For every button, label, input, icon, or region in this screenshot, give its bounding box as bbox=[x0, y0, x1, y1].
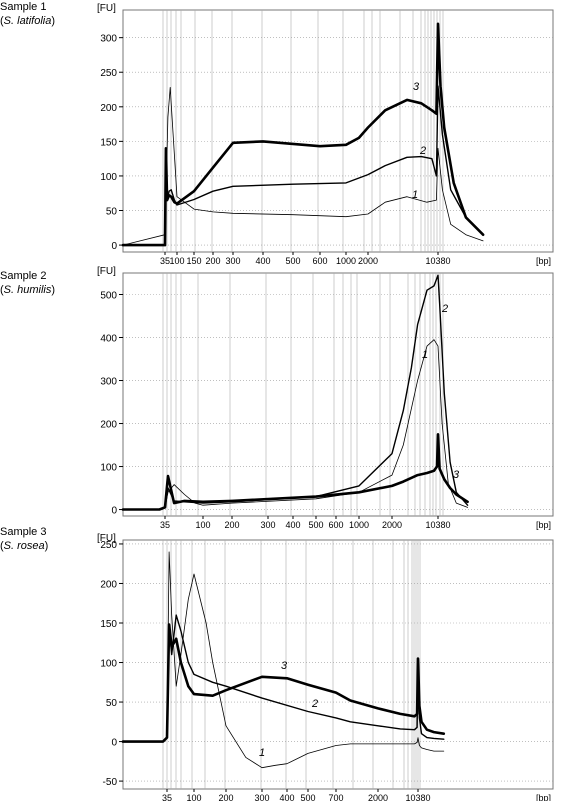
panel-sample-1: Sample 1(S. latifolia)050100150200250300… bbox=[0, 1, 554, 266]
x-tick-label: 600 bbox=[328, 520, 343, 530]
y-tick-label: 300 bbox=[100, 377, 117, 388]
y-axis-label: [FU] bbox=[97, 3, 116, 14]
trace-3 bbox=[121, 432, 469, 511]
x-tick-label: 500 bbox=[285, 256, 300, 266]
y-tick-label: 200 bbox=[100, 420, 117, 431]
x-tick-label: 200 bbox=[224, 520, 239, 530]
y-tick-label: 100 bbox=[100, 659, 117, 670]
panel-sample-3: Sample 3 (S. rosea) -50 0 50 100 150 200 250[FU]… bbox=[0, 526, 554, 801]
x-tick-label: 500 bbox=[308, 520, 323, 530]
trace-label: 3 bbox=[453, 469, 460, 481]
plot-area bbox=[122, 539, 554, 790]
trace-label: 1 bbox=[259, 747, 265, 759]
x-tick-label: 400 bbox=[255, 256, 270, 266]
y-tick-label: 150 bbox=[100, 137, 117, 148]
y-tick-label: -50 bbox=[103, 777, 118, 788]
trace-label: 3 bbox=[281, 660, 288, 672]
x-tick-label: 100 bbox=[195, 520, 210, 530]
y-tick-label: 50 bbox=[106, 698, 118, 709]
x-tick-label: 1000 bbox=[336, 256, 356, 266]
trace-label: 3 bbox=[413, 81, 420, 93]
y-tick-label: 50 bbox=[106, 207, 118, 218]
species-label: (S. latifolia) bbox=[0, 15, 55, 27]
x-tick-label: 300 bbox=[260, 520, 275, 530]
x-tick-label: 600 bbox=[312, 256, 327, 266]
trace-1 bbox=[122, 551, 445, 769]
x-tick-label: 35 bbox=[162, 793, 172, 801]
x-tick-label: 150 bbox=[186, 256, 201, 266]
x-tick-label: 2000 bbox=[358, 256, 378, 266]
trace-label: 1 bbox=[422, 349, 428, 361]
x-tick-label: 300 bbox=[254, 793, 269, 801]
sample-label: Sample 3 bbox=[0, 526, 46, 538]
x-tick-label: 100 bbox=[169, 256, 184, 266]
y-tick-label: 200 bbox=[100, 579, 117, 590]
trace-label: 1 bbox=[412, 189, 418, 201]
species-label: (S. rosea) bbox=[0, 540, 48, 552]
x-tick-label: 400 bbox=[279, 793, 294, 801]
trace-3 bbox=[121, 22, 485, 247]
y-tick-label: 250 bbox=[100, 68, 117, 79]
trace-1 bbox=[122, 87, 484, 246]
x-tick-label: 300 bbox=[225, 256, 240, 266]
y-tick-label: 100 bbox=[100, 172, 117, 183]
x-tick-label: 200 bbox=[205, 256, 220, 266]
sample-label: Sample 1 bbox=[0, 1, 46, 13]
trace-2 bbox=[122, 614, 445, 743]
x-tick-label: 500 bbox=[300, 793, 315, 801]
x-tick-label: 10380 bbox=[405, 793, 430, 801]
x-axis-label: [bp] bbox=[536, 520, 551, 530]
y-tick-label: 300 bbox=[100, 34, 117, 45]
plot-area bbox=[122, 272, 554, 517]
y-axis-label: [FU] bbox=[97, 266, 116, 277]
y-tick-label: 150 bbox=[100, 619, 117, 630]
x-tick-label: 10380 bbox=[425, 256, 450, 266]
y-tick-label: 0 bbox=[111, 241, 117, 252]
trace-label: 2 bbox=[311, 698, 318, 710]
trace-3 bbox=[121, 623, 446, 743]
trace-2 bbox=[122, 85, 484, 246]
sample-label: Sample 2 bbox=[0, 270, 46, 282]
y-tick-label: 400 bbox=[100, 334, 117, 345]
x-tick-label: 700 bbox=[328, 793, 343, 801]
x-tick-label: 200 bbox=[218, 793, 233, 801]
species-label: (S. humilis) bbox=[0, 284, 55, 296]
y-tick-label: 0 bbox=[111, 738, 117, 749]
y-tick-label: 250 bbox=[100, 540, 117, 551]
y-tick-label: 0 bbox=[111, 506, 117, 517]
y-axis-label: [FU] bbox=[97, 533, 116, 544]
x-tick-label: 100 bbox=[186, 793, 201, 801]
x-tick-label: 35 bbox=[160, 520, 170, 530]
trace-label: 2 bbox=[419, 145, 426, 157]
x-tick-label: 35 bbox=[160, 256, 170, 266]
y-tick-label: 100 bbox=[100, 463, 117, 474]
y-tick-label: 500 bbox=[100, 291, 117, 302]
trace-label: 2 bbox=[441, 303, 448, 315]
x-tick-label: 1000 bbox=[349, 520, 369, 530]
panel-sample-2: Sample 2 (S. humilis) 0 100 200 300 400 500 [FU]… bbox=[0, 266, 554, 530]
x-tick-label: 2000 bbox=[368, 793, 388, 801]
plot-area bbox=[122, 9, 554, 253]
x-axis-label: [bp] bbox=[536, 793, 551, 801]
x-tick-label: 2000 bbox=[382, 520, 402, 530]
y-tick-label: 200 bbox=[100, 103, 117, 114]
x-tick-label: 10380 bbox=[425, 520, 450, 530]
x-axis-label: [bp] bbox=[536, 256, 551, 266]
x-tick-label: 400 bbox=[285, 520, 300, 530]
